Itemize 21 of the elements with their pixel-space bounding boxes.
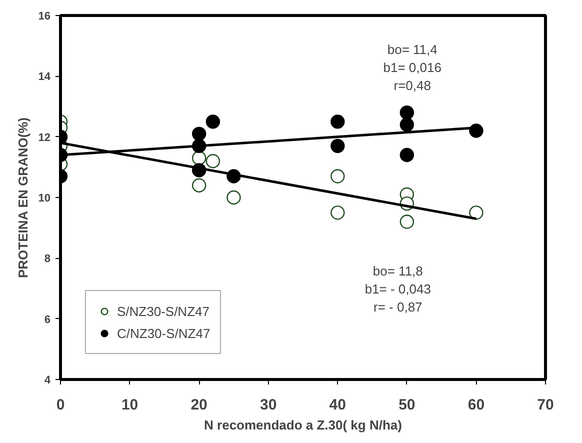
x-tick-label: 40: [329, 396, 346, 414]
y-tick-label: 8: [44, 253, 51, 266]
y-tick-label: 10: [38, 192, 51, 204]
y-tick-label: 16: [38, 10, 51, 22]
annotation: bo= 11,8 b1= - 0,043 r= - 0,87: [364, 263, 431, 314]
x-tick-label: 50: [398, 396, 416, 414]
legend-label: C/NZ30-S/NZ47: [117, 326, 210, 340]
x-tick-label: 20: [190, 396, 208, 414]
annotation: bo= 11,4 b1= 0,016 r=0,48: [383, 42, 442, 93]
y-tick-label: 4: [44, 374, 52, 386]
x-tick-label: 60: [468, 396, 485, 414]
legend-label: S/NZ30-S/NZ47: [117, 304, 210, 318]
x-axis-title: N recomendado a Z.30( kg N/ha): [204, 418, 402, 432]
x-tick-label: 10: [121, 396, 138, 414]
y-axis-title: PROTEINA EN GRANO(%): [15, 117, 30, 278]
y-tick-label: 6: [44, 314, 51, 326]
x-tick-label: 30: [260, 396, 277, 414]
x-tick-label: 0: [56, 396, 65, 414]
x-tick-label: 70: [537, 396, 554, 414]
y-tick-label: 12: [38, 132, 51, 144]
y-tick-label: 14: [38, 71, 52, 84]
